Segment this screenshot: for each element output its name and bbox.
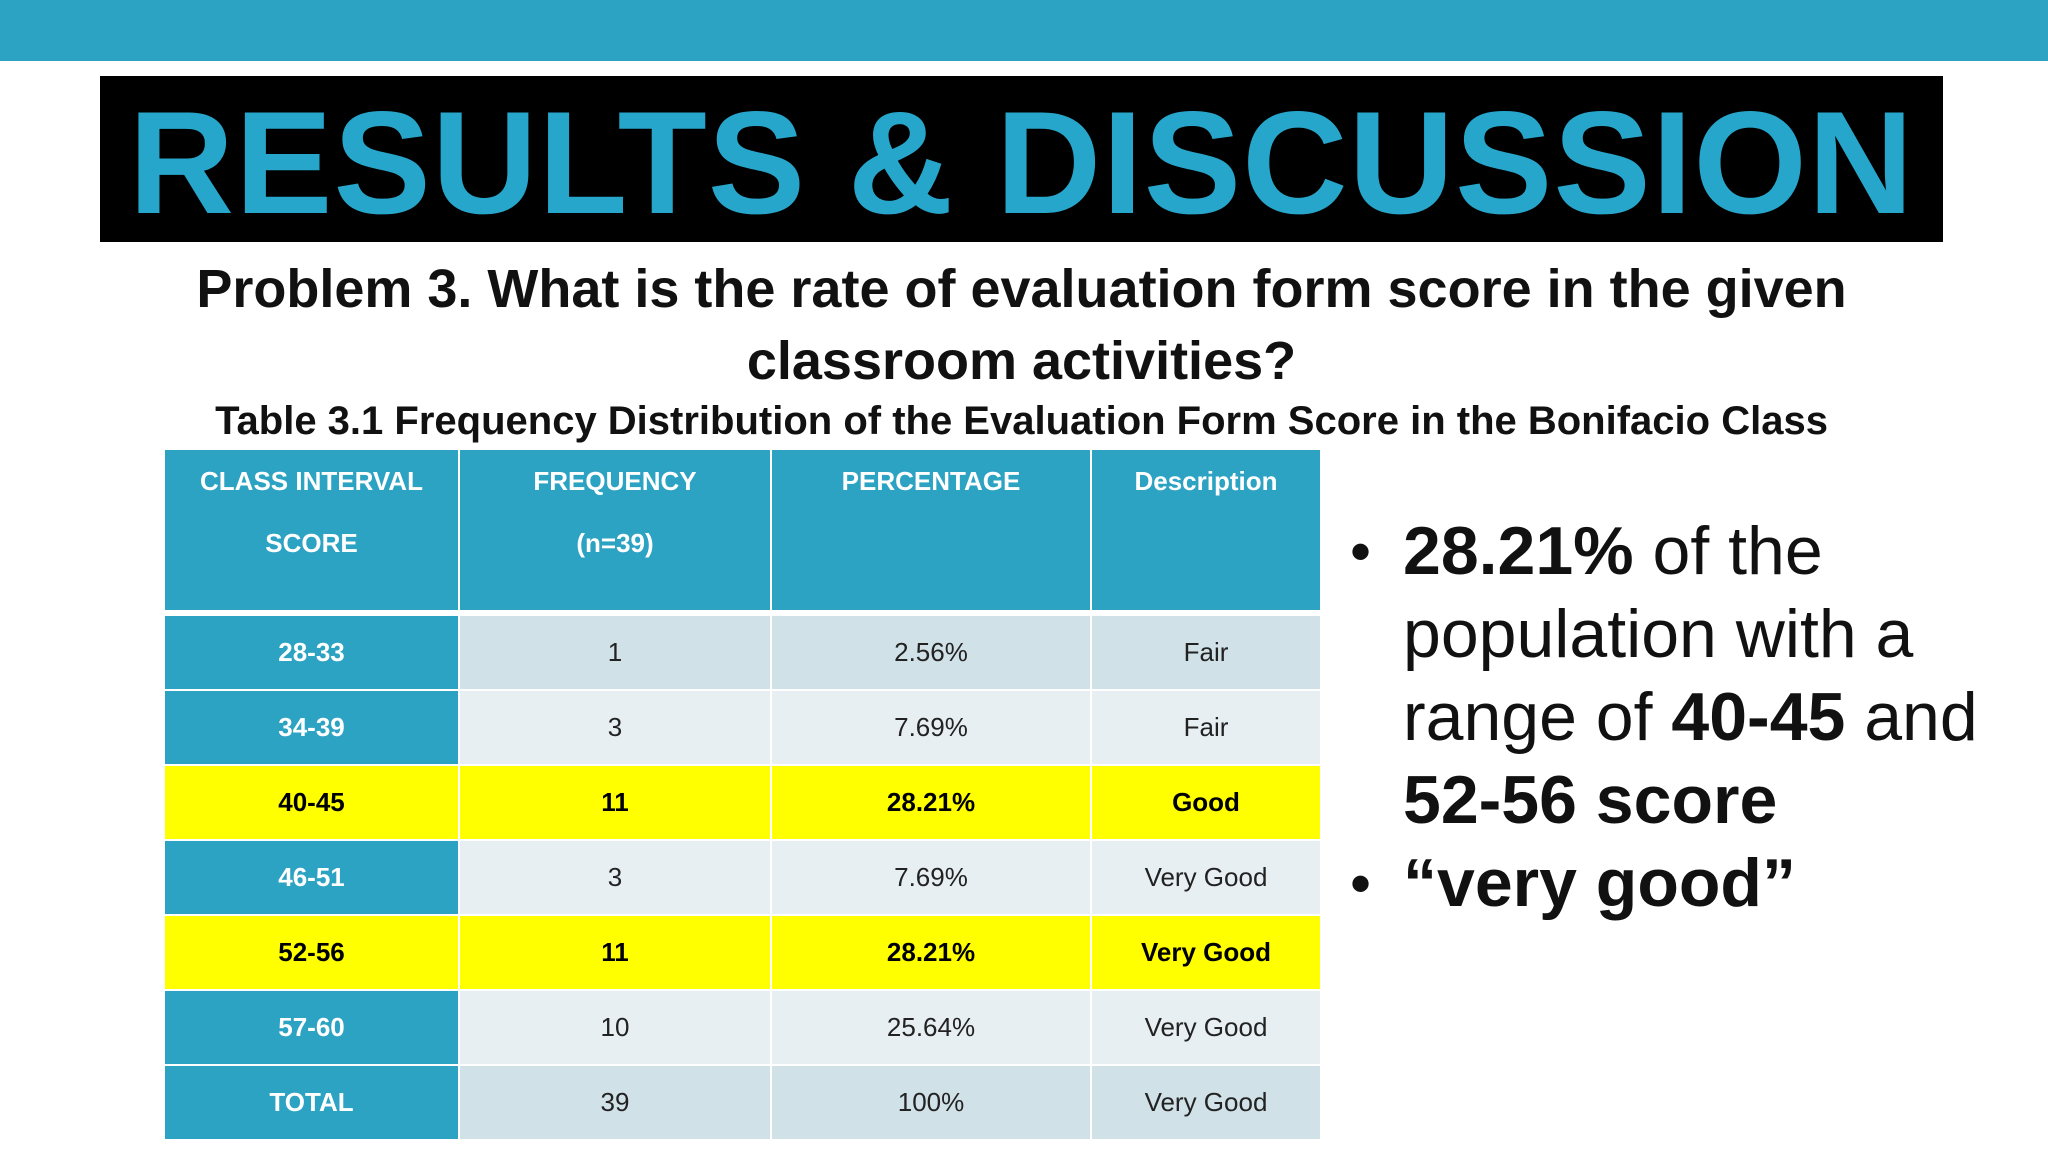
cell-description: Fair (1091, 613, 1320, 691)
cell-percentage: 100% (771, 1065, 1092, 1141)
cell-interval: 46-51 (165, 840, 460, 916)
table-row: 46-51 3 7.69% Very Good (165, 840, 1320, 916)
bullet-item: • 28.21% of the population with a range … (1350, 510, 2030, 842)
bullet-text: and (1845, 679, 1978, 755)
cell-frequency: 10 (459, 990, 772, 1066)
problem-statement: Problem 3. What is the rate of evaluatio… (196, 259, 1847, 391)
table-row-highlighted: 52-56 11 28.21% Very Good (165, 915, 1320, 991)
header-percentage: PERCENTAGE (771, 450, 1092, 616)
cell-interval: 52-56 (165, 915, 460, 991)
cell-percentage: 25.64% (771, 990, 1092, 1066)
findings-bullet-list: • 28.21% of the population with a range … (1350, 510, 2030, 925)
bullet-highlight-text: 40-45 (1671, 679, 1846, 755)
header-line: Description (1134, 466, 1278, 496)
bullet-dot-icon: • (1350, 518, 1372, 585)
cell-description: Good (1091, 765, 1320, 841)
table-header-row: CLASS INTERVAL SCORE FREQUENCY (n=39) PE… (165, 450, 1320, 616)
header-line: FREQUENCY (533, 466, 697, 496)
cell-frequency: 11 (459, 765, 772, 841)
cell-interval: 57-60 (165, 990, 460, 1066)
bullet-highlight-text: 52-56 score (1403, 762, 1778, 838)
slide-title: RESULTS & DISCUSSION (128, 81, 1915, 244)
cell-percentage: 7.69% (771, 840, 1092, 916)
cell-frequency: 39 (459, 1065, 772, 1141)
header-line: PERCENTAGE (841, 466, 1021, 496)
bullet-item: • “very good” (1350, 842, 2030, 925)
cell-description: Very Good (1091, 1065, 1320, 1141)
table-row: 28-33 1 2.56% Fair (165, 613, 1320, 691)
bullet-highlight-text: 28.21% (1403, 513, 1634, 589)
title-band: RESULTS & DISCUSSION (100, 76, 1943, 242)
top-accent-bar (0, 0, 2048, 61)
header-description: Description (1091, 450, 1320, 616)
cell-percentage: 28.21% (771, 765, 1092, 841)
header-frequency: FREQUENCY (n=39) (459, 450, 772, 616)
cell-frequency: 3 (459, 840, 772, 916)
header-line: SCORE (265, 528, 358, 558)
cell-interval: 34-39 (165, 690, 460, 766)
table-row: 34-39 3 7.69% Fair (165, 690, 1320, 766)
cell-frequency: 1 (459, 613, 772, 691)
table-row: 57-60 10 25.64% Very Good (165, 990, 1320, 1066)
table-row-total: TOTAL 39 100% Very Good (165, 1065, 1320, 1141)
header-line: CLASS INTERVAL (200, 466, 423, 496)
table-row-highlighted: 40-45 11 28.21% Good (165, 765, 1320, 841)
bullet-dot-icon: • (1350, 850, 1372, 917)
cell-percentage: 28.21% (771, 915, 1092, 991)
frequency-table: CLASS INTERVAL SCORE FREQUENCY (n=39) PE… (165, 450, 1320, 1141)
cell-interval: 40-45 (165, 765, 460, 841)
bullet-text: of the population with a range of (1403, 513, 1914, 755)
header-line: (n=39) (576, 528, 654, 558)
cell-description: Very Good (1091, 840, 1320, 916)
cell-description: Very Good (1091, 990, 1320, 1066)
cell-interval: TOTAL (165, 1065, 460, 1141)
cell-description: Very Good (1091, 915, 1320, 991)
cell-interval: 28-33 (165, 613, 460, 691)
header-class-interval: CLASS INTERVAL SCORE (165, 450, 460, 616)
table-caption: Table 3.1 Frequency Distribution of the … (215, 399, 1828, 443)
bullet-highlight-text: “very good” (1403, 845, 1796, 921)
cell-percentage: 2.56% (771, 613, 1092, 691)
cell-frequency: 3 (459, 690, 772, 766)
cell-description: Fair (1091, 690, 1320, 766)
cell-frequency: 11 (459, 915, 772, 991)
cell-percentage: 7.69% (771, 690, 1092, 766)
